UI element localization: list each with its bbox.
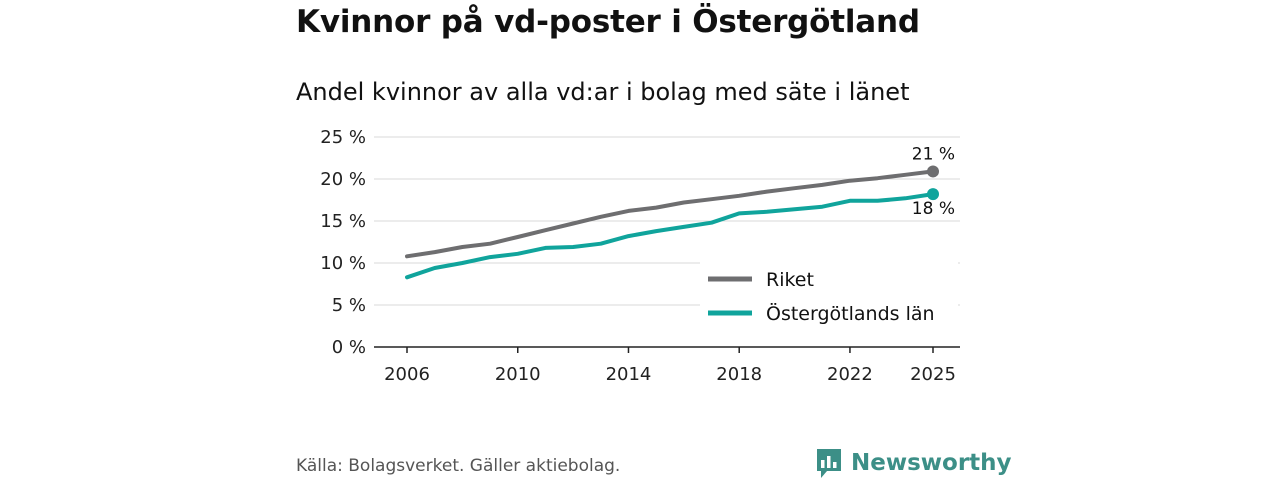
legend-label: Riket (766, 269, 814, 291)
y-tick-label: 10 % (320, 253, 366, 274)
series-end-label: 18 % (912, 199, 955, 219)
y-tick-label: 0 % (332, 337, 366, 358)
x-tick-label: 2022 (827, 364, 873, 385)
x-tick-label: 2018 (716, 364, 762, 385)
series-end-point (927, 188, 939, 201)
y-tick-label: 20 % (320, 169, 366, 190)
series-line (405, 192, 935, 280)
y-tick-label: 25 % (320, 127, 366, 148)
y-tick-label: 15 % (320, 211, 366, 232)
chart-title: Kvinnor på vd-poster i Östergötland (296, 4, 920, 40)
x-tick-label: 2014 (606, 364, 652, 385)
x-tick-label: 2006 (384, 364, 430, 385)
series-end-label: 21 % (912, 144, 955, 164)
legend-box (700, 262, 958, 334)
x-tick-label: 2025 (910, 364, 956, 385)
newsworthy-logo-icon (817, 449, 841, 478)
source-note: Källa: Bolagsverket. Gäller aktiebolag. (296, 456, 621, 476)
line-chart: 0 % 5 % 10 % 15 % 20 % 25 % 2006 2010 2014 2018 20… (320, 127, 960, 385)
brand-logo: Newsworthy (815, 446, 1012, 480)
series-end-point (927, 165, 939, 178)
x-tick-label: 2010 (495, 364, 541, 385)
chart-subtitle: Andel kvinnor av alla vd:ar i bolag med … (296, 78, 910, 106)
y-tick-label: 5 % (332, 295, 366, 316)
brand-name: Newsworthy (851, 450, 1012, 476)
legend-label: Östergötlands län (766, 302, 935, 325)
series-line (405, 169, 935, 259)
